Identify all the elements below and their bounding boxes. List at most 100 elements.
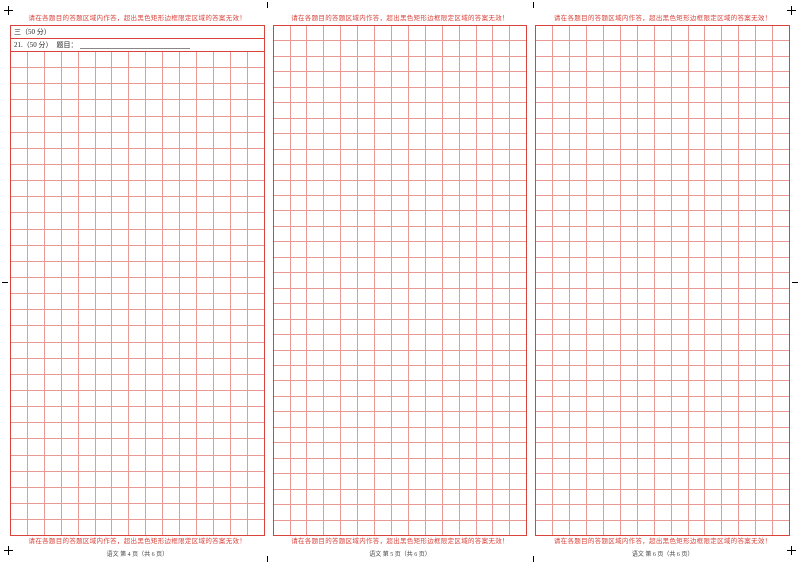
grid-cell bbox=[426, 304, 443, 318]
grid-cell bbox=[604, 335, 621, 349]
grid-cell bbox=[146, 326, 163, 341]
grid-cell bbox=[274, 72, 291, 86]
grid-cell bbox=[341, 150, 358, 164]
grid-cell bbox=[129, 181, 146, 196]
grid-cell bbox=[79, 504, 96, 519]
grid-cell bbox=[392, 320, 409, 334]
grid-cell bbox=[553, 103, 570, 117]
grid-cell bbox=[231, 230, 248, 245]
grid-cell bbox=[146, 246, 163, 261]
grid-cell bbox=[536, 443, 553, 457]
grid-cell bbox=[62, 375, 79, 390]
grid-cell bbox=[510, 320, 526, 334]
grid-cell bbox=[493, 72, 510, 86]
grid-cell bbox=[460, 366, 477, 380]
grid-cell bbox=[739, 72, 756, 86]
grid-cell bbox=[510, 273, 526, 287]
grid-cell bbox=[493, 150, 510, 164]
grid-cell bbox=[231, 488, 248, 503]
grid-cell bbox=[274, 505, 291, 519]
grid-cell bbox=[739, 474, 756, 488]
grid-cell bbox=[28, 117, 45, 132]
grid-cell bbox=[570, 57, 587, 71]
grid-cell bbox=[705, 273, 722, 287]
grid-cell bbox=[722, 181, 739, 195]
grid-cell bbox=[358, 227, 375, 241]
grid-cell bbox=[231, 391, 248, 406]
grid-cell bbox=[248, 391, 264, 406]
grid-cell bbox=[672, 211, 689, 225]
grid-cell bbox=[248, 100, 264, 115]
grid-cell bbox=[756, 381, 773, 395]
grid-cell bbox=[477, 351, 494, 365]
grid-cell bbox=[570, 119, 587, 133]
grid-cell bbox=[79, 165, 96, 180]
grid-cell bbox=[553, 72, 570, 86]
grid-cell bbox=[248, 359, 264, 374]
grid-cell bbox=[672, 181, 689, 195]
grid-cell bbox=[358, 273, 375, 287]
grid-row bbox=[11, 52, 264, 68]
grid-cell bbox=[112, 391, 129, 406]
grid-cell bbox=[773, 57, 789, 71]
grid-cell bbox=[248, 310, 264, 325]
grid-cell bbox=[62, 165, 79, 180]
grid-cell bbox=[307, 258, 324, 272]
grid-cell bbox=[28, 472, 45, 487]
grid-row bbox=[274, 26, 527, 41]
grid-cell bbox=[426, 521, 443, 535]
grid-cell bbox=[129, 197, 146, 212]
grid-cell bbox=[375, 505, 392, 519]
grid-cell bbox=[672, 351, 689, 365]
grid-cell bbox=[587, 103, 604, 117]
grid-cell bbox=[689, 227, 706, 241]
grid-cell bbox=[291, 72, 308, 86]
grid-cell bbox=[638, 134, 655, 148]
grid-cell bbox=[392, 304, 409, 318]
grid-cell bbox=[375, 521, 392, 535]
grid-cell bbox=[672, 443, 689, 457]
grid-cell bbox=[96, 391, 113, 406]
grid-cell bbox=[324, 88, 341, 102]
grid-cell bbox=[689, 351, 706, 365]
grid-cell bbox=[773, 103, 789, 117]
grid-cell bbox=[274, 412, 291, 426]
grid-cell bbox=[392, 134, 409, 148]
grid-cell bbox=[705, 443, 722, 457]
grid-cell bbox=[392, 181, 409, 195]
grid-cell bbox=[739, 227, 756, 241]
grid-cell bbox=[409, 88, 426, 102]
grid-cell bbox=[248, 423, 264, 438]
grid-cell bbox=[587, 88, 604, 102]
grid-cell bbox=[426, 351, 443, 365]
grid-cell bbox=[324, 72, 341, 86]
grid-cell bbox=[62, 197, 79, 212]
grid-cell bbox=[756, 397, 773, 411]
grid-cell bbox=[409, 505, 426, 519]
grid-cell bbox=[756, 150, 773, 164]
grid-cell bbox=[358, 335, 375, 349]
grid-cell bbox=[493, 242, 510, 256]
grid-row bbox=[274, 258, 527, 273]
grid-cell bbox=[45, 278, 62, 293]
grid-cell bbox=[307, 211, 324, 225]
grid-cell bbox=[689, 196, 706, 210]
grid-cell bbox=[392, 242, 409, 256]
grid-cell bbox=[146, 294, 163, 309]
grid-cell bbox=[291, 521, 308, 535]
grid-cell bbox=[197, 100, 214, 115]
grid-cell bbox=[163, 246, 180, 261]
grid-cell bbox=[510, 165, 526, 179]
grid-cell bbox=[477, 150, 494, 164]
grid-row bbox=[274, 397, 527, 412]
grid-row bbox=[11, 117, 264, 133]
grid-cell bbox=[146, 439, 163, 454]
grid-cell bbox=[460, 459, 477, 473]
grid-cell bbox=[773, 443, 789, 457]
grid-cell bbox=[536, 165, 553, 179]
grid-cell bbox=[477, 26, 494, 40]
grid-cell bbox=[197, 520, 214, 535]
grid-cell bbox=[274, 474, 291, 488]
grid-cell bbox=[739, 521, 756, 535]
grid-cell bbox=[180, 343, 197, 358]
